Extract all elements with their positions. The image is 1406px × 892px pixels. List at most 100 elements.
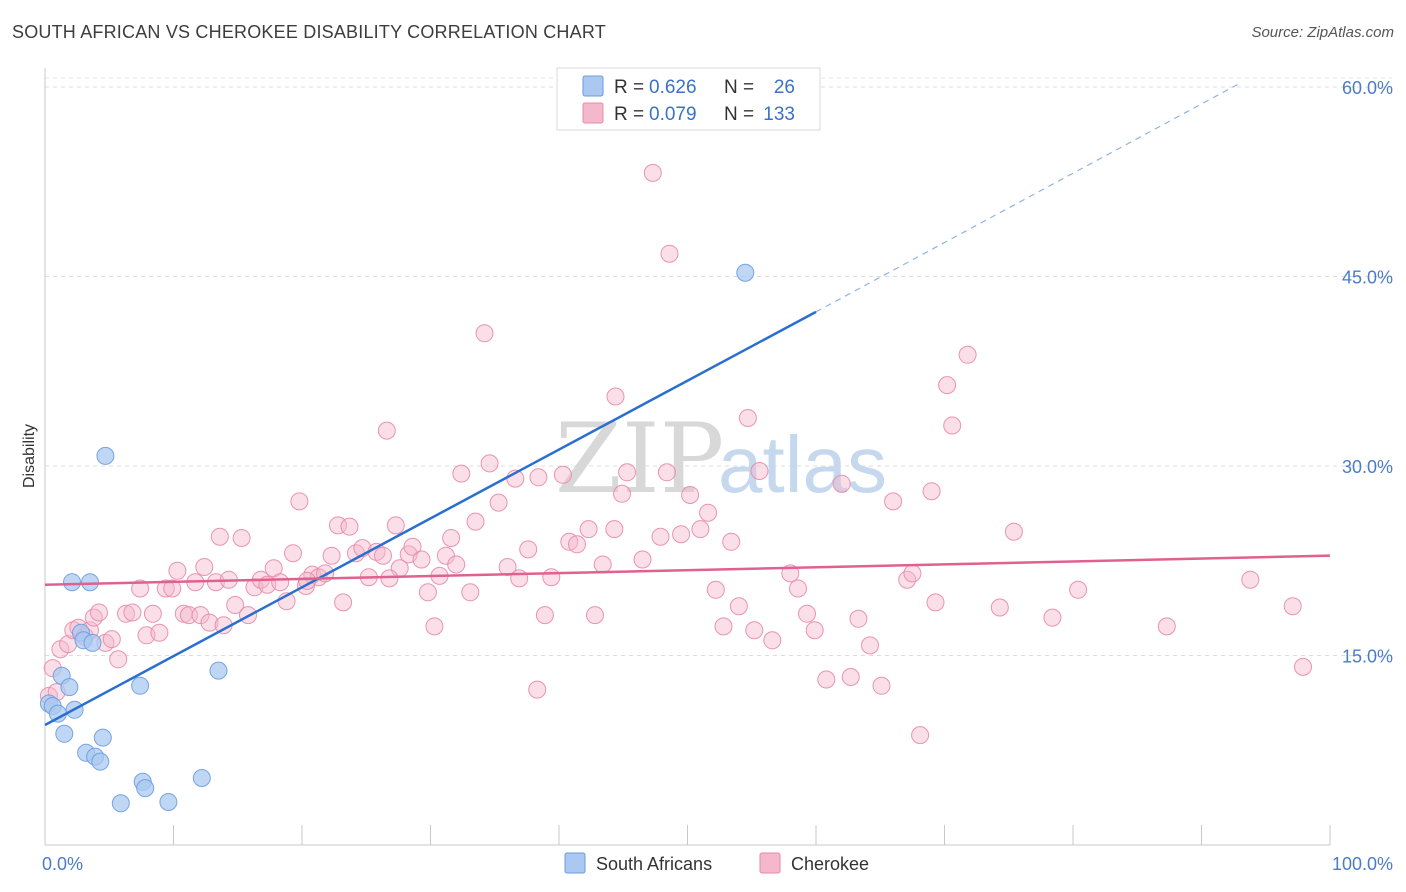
point-cherokee-67 bbox=[442, 529, 461, 547]
legend-swatch-south-africans bbox=[582, 75, 604, 97]
point-cherokee-92 bbox=[643, 163, 662, 182]
point-cherokee-30 bbox=[210, 527, 229, 546]
point-cherokee-135 bbox=[529, 468, 548, 487]
point-south-africans-18 bbox=[131, 676, 150, 695]
point-cherokee-34 bbox=[232, 529, 251, 547]
point-cherokee-77 bbox=[510, 569, 529, 588]
x-tick-label-0: 0.0% bbox=[42, 854, 83, 874]
watermark-zip: ZIP bbox=[555, 403, 724, 515]
bottom-legend-label-cherokee: Cherokee bbox=[791, 854, 869, 874]
point-cherokee-110 bbox=[798, 604, 816, 623]
point-cherokee-132 bbox=[1294, 657, 1312, 676]
point-cherokee-98 bbox=[691, 520, 710, 539]
axes bbox=[44, 68, 1331, 846]
point-cherokee-16 bbox=[131, 579, 150, 598]
point-cherokee-114 bbox=[849, 609, 868, 628]
point-cherokee-80 bbox=[535, 606, 554, 625]
y-axis-label: Disability bbox=[21, 424, 38, 488]
point-cherokee-79 bbox=[528, 680, 547, 699]
chart-source: Source: ZipAtlas.com bbox=[1251, 24, 1394, 41]
point-cherokee-26 bbox=[191, 606, 210, 625]
point-cherokee-107 bbox=[763, 631, 782, 650]
point-south-africans-5 bbox=[60, 678, 79, 697]
point-cherokee-111 bbox=[805, 621, 824, 640]
point-cherokee-100 bbox=[706, 580, 725, 599]
point-cherokee-49 bbox=[329, 516, 347, 535]
point-south-africans-16 bbox=[96, 446, 115, 465]
point-cherokee-13 bbox=[109, 650, 128, 669]
point-cherokee-91 bbox=[633, 550, 652, 569]
bottom-legend-label-south-africans: South Africans bbox=[596, 854, 712, 874]
point-cherokee-78 bbox=[519, 540, 538, 559]
point-cherokee-89 bbox=[613, 484, 631, 503]
point-south-africans-23 bbox=[209, 661, 228, 680]
point-cherokee-48 bbox=[322, 546, 341, 565]
point-south-africans-20 bbox=[136, 779, 155, 798]
legend-r-label-south-africans: R = bbox=[614, 77, 644, 98]
point-south-africans-15 bbox=[93, 728, 112, 747]
bottom-legend-swatch-south-africans bbox=[564, 852, 586, 874]
point-cherokee-88 bbox=[606, 387, 625, 406]
point-cherokee-70 bbox=[461, 583, 480, 602]
point-cherokee-63 bbox=[418, 583, 437, 602]
point-cherokee-71 bbox=[466, 512, 485, 531]
point-cherokee-73 bbox=[480, 454, 499, 473]
point-cherokee-122 bbox=[926, 593, 945, 612]
point-cherokee-21 bbox=[163, 579, 182, 598]
point-cherokee-112 bbox=[817, 670, 836, 689]
point-cherokee-12 bbox=[102, 630, 121, 649]
point-cherokee-19 bbox=[150, 623, 169, 642]
point-cherokee-64 bbox=[425, 617, 444, 636]
point-cherokee-117 bbox=[884, 492, 903, 511]
point-cherokee-102 bbox=[722, 532, 741, 551]
point-cherokee-106 bbox=[750, 462, 769, 480]
point-cherokee-9 bbox=[84, 608, 103, 627]
point-cherokee-50 bbox=[334, 593, 353, 612]
point-cherokee-103 bbox=[729, 597, 748, 616]
point-cherokee-28 bbox=[200, 613, 219, 632]
point-cherokee-138 bbox=[938, 376, 957, 395]
point-cherokee-99 bbox=[699, 503, 718, 522]
point-cherokee-81 bbox=[542, 568, 561, 587]
point-cherokee-51 bbox=[340, 517, 359, 536]
point-cherokee-129 bbox=[1157, 617, 1176, 636]
point-cherokee-10 bbox=[90, 603, 108, 622]
y-tick-label-2: 45.0% bbox=[1342, 267, 1393, 287]
point-cherokee-109 bbox=[789, 579, 807, 598]
point-cherokee-27 bbox=[195, 558, 214, 576]
point-south-africans-14 bbox=[91, 752, 110, 771]
point-cherokee-43 bbox=[290, 492, 309, 511]
legend-n-value-cherokee: 133 bbox=[763, 104, 795, 125]
point-cherokee-97 bbox=[681, 486, 700, 504]
point-cherokee-105 bbox=[745, 621, 764, 640]
point-cherokee-121 bbox=[922, 482, 941, 501]
point-cherokee-82 bbox=[553, 465, 572, 484]
point-cherokee-61 bbox=[403, 537, 422, 556]
point-south-africans-17 bbox=[111, 794, 130, 813]
point-south-africans-12 bbox=[83, 633, 102, 652]
point-cherokee-58 bbox=[386, 516, 405, 535]
legend-n-value-south-africans: 26 bbox=[774, 77, 795, 98]
point-cherokee-119 bbox=[903, 564, 922, 583]
point-south-africans-24 bbox=[736, 263, 755, 282]
point-cherokee-123 bbox=[943, 416, 962, 435]
point-cherokee-40 bbox=[271, 573, 290, 592]
point-cherokee-116 bbox=[872, 676, 891, 695]
y-tick-label-0: 15.0% bbox=[1342, 646, 1393, 666]
legend-r-value-cherokee: 0.079 bbox=[649, 104, 697, 125]
point-cherokee-42 bbox=[284, 544, 302, 563]
y-tick-label-3: 60.0% bbox=[1342, 78, 1393, 98]
point-cherokee-113 bbox=[832, 474, 851, 493]
watermark-atlas: atlas bbox=[718, 420, 887, 509]
point-cherokee-69 bbox=[452, 464, 471, 483]
legend-swatch-cherokee bbox=[582, 102, 604, 124]
bottom-legend: South Africans Cherokee bbox=[564, 852, 869, 874]
point-cherokee-136 bbox=[605, 520, 624, 539]
point-cherokee-124 bbox=[958, 345, 977, 364]
chart-title: SOUTH AFRICAN VS CHEROKEE DISABILITY COR… bbox=[12, 22, 606, 42]
y-tick-label-1: 30.0% bbox=[1342, 457, 1393, 477]
legend-r-label-cherokee: R = bbox=[614, 104, 644, 125]
point-cherokee-14 bbox=[117, 604, 135, 623]
x-tick-label-1: 100.0% bbox=[1332, 854, 1393, 874]
